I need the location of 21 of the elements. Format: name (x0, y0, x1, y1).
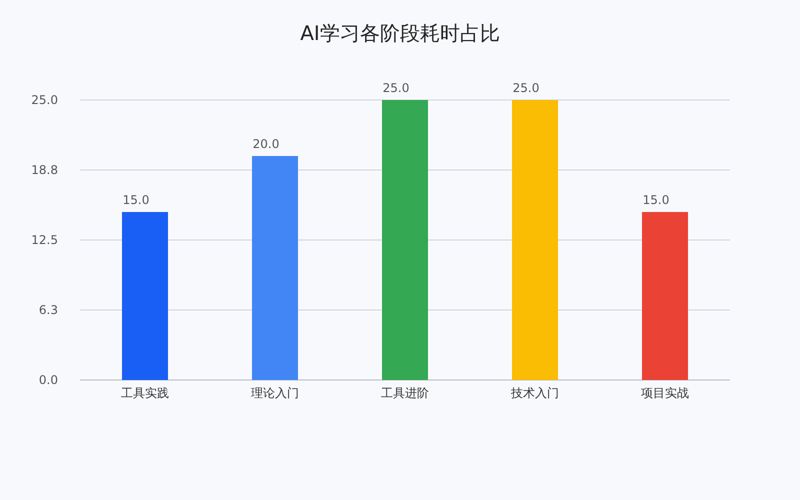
x-tick-label: 工具进阶 (381, 386, 429, 400)
data-label: 15.0 (122, 193, 150, 207)
x-tick-label: 项目实战 (641, 386, 689, 400)
y-tick-label: 25.0 (31, 93, 58, 107)
data-label: 25.0 (382, 81, 410, 95)
y-tick-label: 12.5 (31, 233, 58, 247)
x-tick-label: 理论入门 (251, 386, 299, 400)
bar (382, 100, 428, 380)
data-label: 25.0 (512, 81, 540, 95)
x-tick-label: 技术入门 (510, 386, 559, 400)
bar (252, 156, 298, 380)
x-tick-label: 工具实践 (121, 386, 169, 400)
bar (122, 212, 168, 380)
data-label: 20.0 (252, 137, 280, 151)
y-tick-label: 0.0 (38, 373, 58, 387)
data-label: 15.0 (642, 193, 670, 207)
y-tick-label: 18.8 (31, 163, 58, 177)
y-tick-label: 6.3 (38, 303, 58, 317)
bar (512, 100, 558, 380)
bar (642, 212, 688, 380)
chart-title: AI学习各阶段耗时占比 (300, 21, 500, 45)
